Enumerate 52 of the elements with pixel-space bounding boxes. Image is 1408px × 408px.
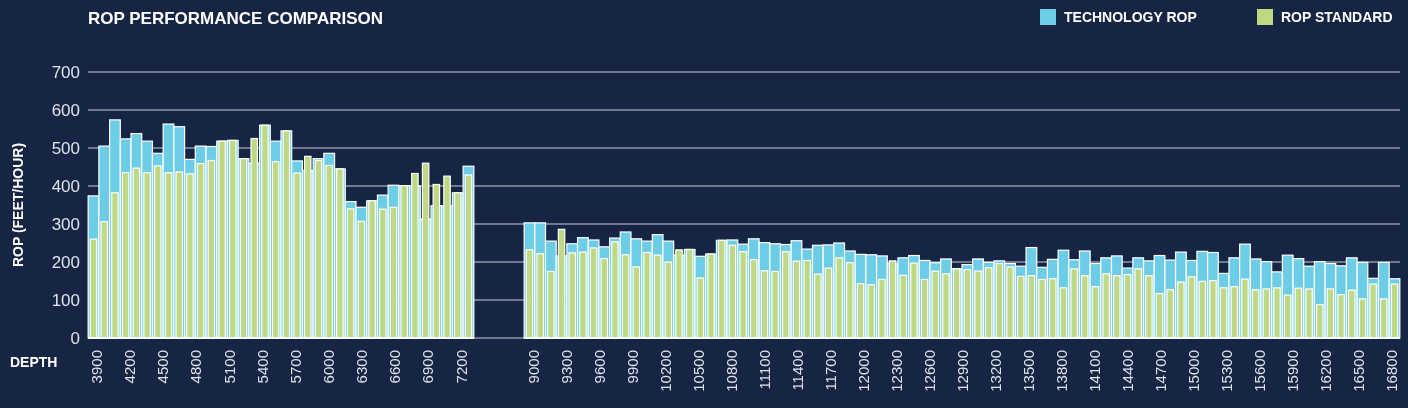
y-tick-label: 100 [51,290,80,310]
x-tick-label: 9600 [590,350,608,384]
y-tick-label: 600 [51,100,80,120]
x-tick-label: 4500 [154,350,172,384]
chart-title: ROP PERFORMANCE COMPARISON [88,8,384,28]
x-tick-label: 6600 [386,350,404,384]
x-tick-label: 11400 [788,350,806,391]
x-tick-label: 15600 [1251,350,1269,392]
y-tick-label: 400 [51,176,80,196]
x-tick-label: 3900 [88,350,106,384]
x-tick-label: 10500 [689,350,707,392]
x-tick-label: 5400 [253,350,271,384]
x-tick-label: 5700 [286,350,304,384]
x-tick-label: 12000 [854,350,872,392]
x-tick-label: 9900 [623,350,641,384]
x-tick-label: 13500 [1020,350,1038,392]
x-tick-label: 10200 [656,350,674,392]
x-tick-label: 12300 [887,350,905,392]
x-tick-label: 6000 [320,350,338,384]
x-tick-label: 9300 [557,350,575,384]
x-tick-label: 6300 [353,350,371,384]
x-tick-label: 15000 [1185,350,1203,392]
x-tick-label: 4800 [187,350,205,384]
x-tick-label: 16500 [1350,350,1368,392]
x-tick-label: 16200 [1317,350,1335,392]
x-tick-label: 11700 [821,350,839,391]
legend-label: TECHNOLOGY ROP [1064,8,1197,25]
y-axis-title: ROP (FEET/HOUR) [9,142,26,268]
x-tick-label: 16800 [1383,350,1401,392]
x-tick-label: 5100 [220,350,238,384]
x-tick-label: 15300 [1218,350,1236,392]
y-tick-label: 700 [51,62,80,82]
y-tick-label: 300 [51,214,80,234]
x-tick-label: 14700 [1152,350,1170,392]
x-tick-label: 14100 [1086,350,1104,392]
x-tick-label: 13200 [986,350,1004,392]
x-tick-label: 12600 [920,350,938,392]
x-tick-label: 11100 [755,350,773,390]
x-tick-label: 10800 [722,350,740,392]
x-tick-label: 6900 [419,350,437,384]
legend-label: ROP STANDARD [1281,8,1393,25]
y-tick-label: 0 [70,328,80,348]
y-tick-label: 500 [51,138,80,158]
x-tick-label: 14400 [1119,350,1137,392]
x-tick-label: 7200 [452,350,470,384]
x-tick-label: 15900 [1284,350,1302,392]
x-tick-label: 13800 [1053,350,1071,392]
x-axis-title: DEPTH [10,353,58,370]
x-tick-label: 12900 [953,350,971,392]
y-tick-label: 200 [51,252,80,272]
x-tick-label: 9000 [524,350,542,384]
x-tick-label: 4200 [121,350,139,384]
